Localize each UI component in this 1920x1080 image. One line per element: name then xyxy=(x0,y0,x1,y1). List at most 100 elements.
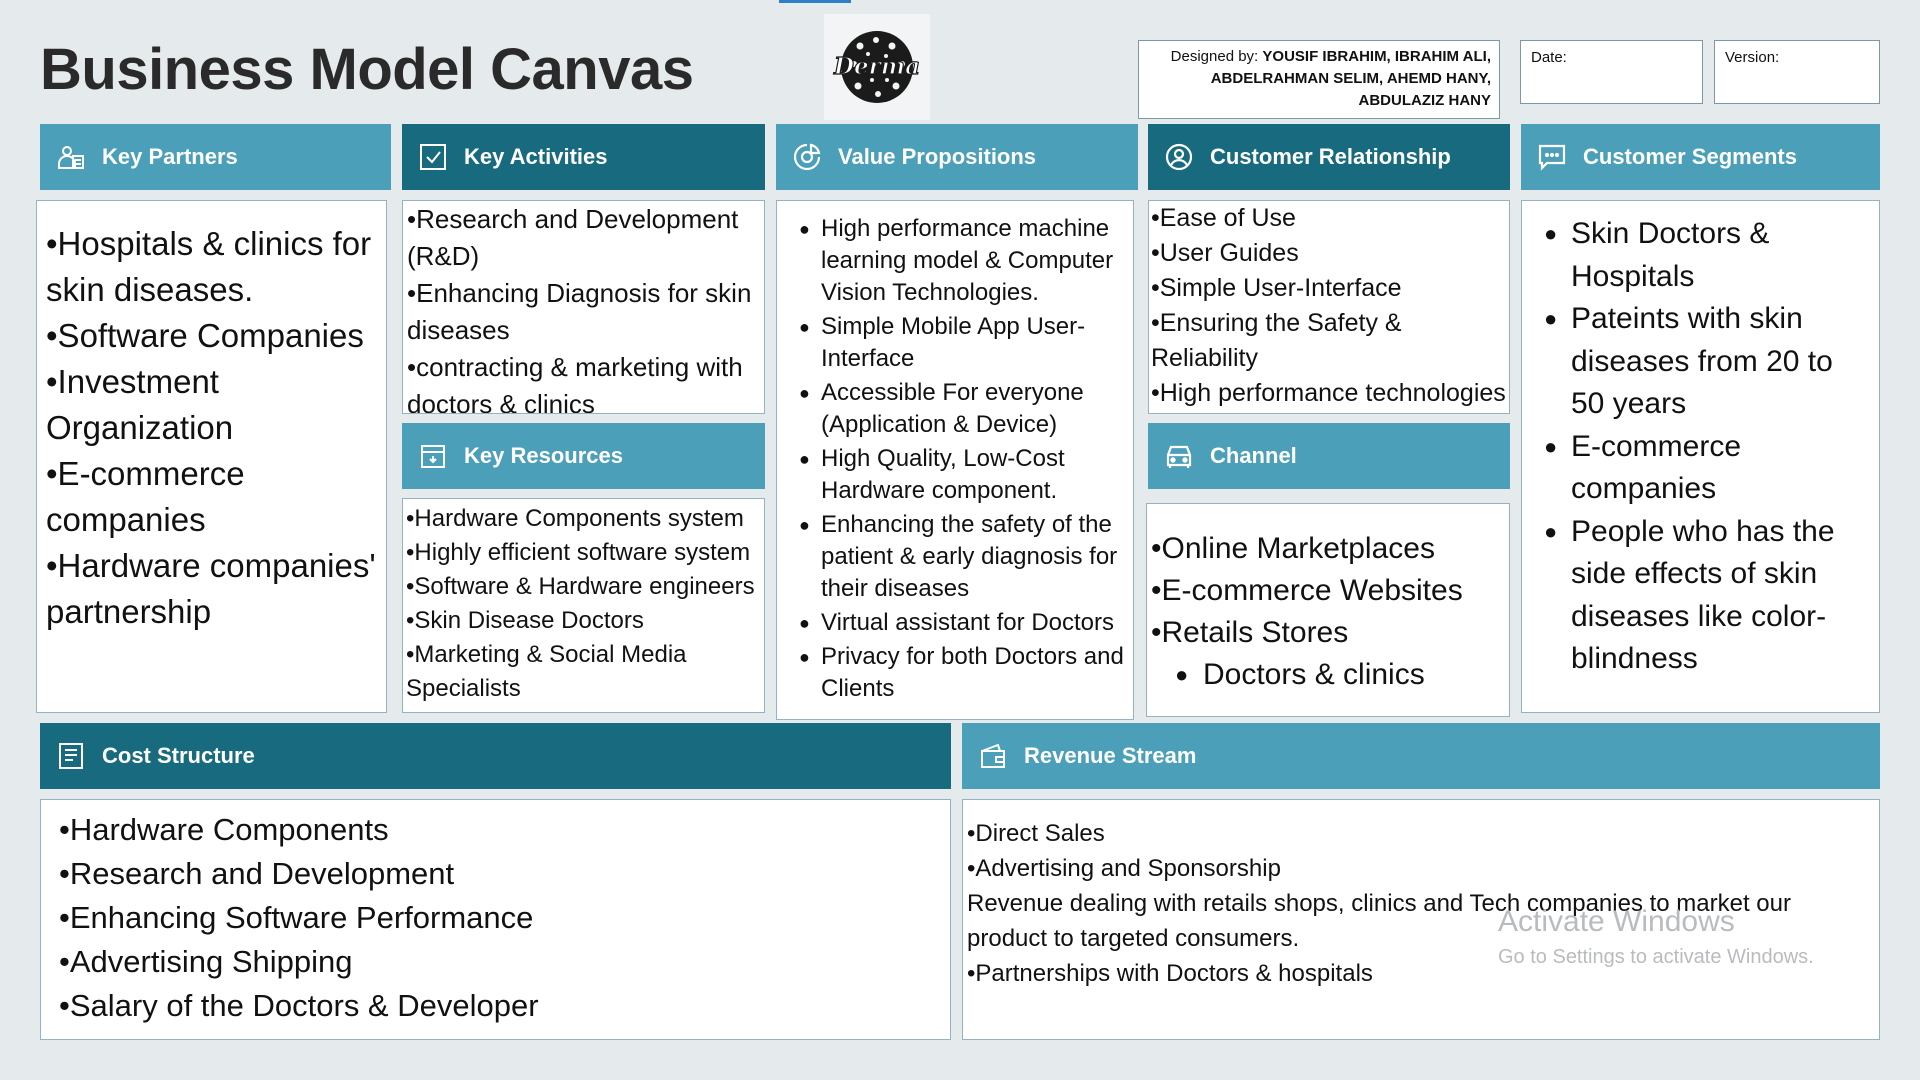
list-item: •Enhancing Diagnosis for skin xyxy=(407,278,752,308)
list-item: ● Pateints with skin diseases from 20 to … xyxy=(1544,302,1833,420)
list-item: •Advertising Shipping xyxy=(59,944,353,979)
list-item: •Online Marketplaces xyxy=(1151,532,1435,565)
list-item: companies xyxy=(46,501,206,538)
list-item: •Advertising and Sponsorship xyxy=(967,855,1281,882)
key-activities-box: •Research and Development (R&D) •Enhanci… xyxy=(402,200,765,414)
chat-icon xyxy=(1537,142,1567,172)
cost-structure-box: •Hardware Components •Research and Devel… xyxy=(40,799,951,1040)
list-item: •Research and Development xyxy=(407,204,739,234)
list-item: partnership xyxy=(46,593,212,630)
list-item: ● Enhancing the safety of the patient & e… xyxy=(799,511,1118,602)
cost-structure-header: Cost Structure xyxy=(40,723,951,789)
list-item: •Software Companies xyxy=(46,317,364,354)
list-item: •Marketing & Social Media xyxy=(406,641,687,668)
logo-text: Derma xyxy=(833,53,920,80)
list-item: ● Skin Doctors & Hospitals xyxy=(1544,217,1770,293)
key-resources-box: •Hardware Components system •Highly effi… xyxy=(402,498,765,713)
page-title: Business Model Canvas xyxy=(40,37,694,102)
key-activities-title: Key Activities xyxy=(464,144,608,169)
list-item: ● High performance machine learning model… xyxy=(799,215,1114,306)
customer-segments-header: Customer Segments xyxy=(1521,124,1880,190)
list-item: •Research and Development xyxy=(59,856,455,891)
value-propositions-title: Value Propositions xyxy=(838,144,1037,169)
list-item: •Retails Stores xyxy=(1151,616,1349,649)
channel-header: Channel xyxy=(1148,423,1510,489)
version-label: Version: xyxy=(1725,49,1780,66)
list-item: •High performance technologies xyxy=(1151,379,1506,407)
list-item: •Hardware Components system xyxy=(406,505,744,532)
list-item: •Ease of Use xyxy=(1151,204,1296,232)
top-accent-bar xyxy=(779,0,851,3)
key-activities-header: Key Activities xyxy=(402,124,765,190)
list-item: ● People who has the side effects of skin… xyxy=(1544,514,1835,676)
list-item: •Ensuring the Safety & xyxy=(1151,309,1402,337)
list-item: •Highly efficient software system xyxy=(406,539,751,566)
list-item: (R&D) xyxy=(407,241,480,271)
list-item: •Software & Hardware engineers xyxy=(406,573,755,600)
list-item: ● Privacy for both Doctors and Clients xyxy=(799,643,1124,702)
revenue-stream-box: •Direct Sales •Advertising and Sponsorsh… xyxy=(962,799,1880,1040)
date-label: Date: xyxy=(1531,49,1567,66)
list-item: Revenue dealing with retails shops, clin… xyxy=(967,890,1791,917)
list-item: •E-commerce Websites xyxy=(1151,574,1463,607)
designer-names-line-2: ABDELRAHMAN SELIM, AHEMD HANY, xyxy=(1210,70,1491,87)
designed-by-box: Designed by: YOUSIF IBRAHIM, IBRAHIM ALI… xyxy=(1138,40,1500,119)
derma-logo: Derma xyxy=(824,14,930,120)
key-resources-header: Key Resources xyxy=(402,423,765,489)
list-item: ● Virtual assistant for Doctors xyxy=(799,609,1115,636)
list-item: •Direct Sales xyxy=(967,820,1105,847)
date-field[interactable]: Date: xyxy=(1520,40,1703,104)
revenue-stream-title: Revenue Stream xyxy=(1024,743,1197,768)
list-item: Specialists xyxy=(406,675,521,702)
wallet-icon xyxy=(978,741,1008,771)
list-item: skin diseases. xyxy=(46,271,254,308)
channel-box: •Online Marketplaces •E-commerce Website… xyxy=(1146,503,1510,717)
list-item: ● E-commerce companies xyxy=(1544,429,1742,506)
customer-segments-title: Customer Segments xyxy=(1583,144,1797,169)
car-icon xyxy=(1164,441,1194,471)
document-icon xyxy=(56,741,86,771)
list-item: •contracting & marketing with xyxy=(407,352,743,382)
list-item: Reliability xyxy=(1151,344,1258,372)
list-item: •Hardware Components xyxy=(59,812,389,847)
key-partners-title: Key Partners xyxy=(102,144,238,169)
list-item: •Hospitals & clinics for xyxy=(46,225,372,262)
version-field[interactable]: Version: xyxy=(1714,40,1880,104)
designer-names-line-3: ABDULAZIZ HANY xyxy=(1358,92,1492,109)
designer-names-line-1: YOUSIF IBRAHIM, IBRAHIM ALI, xyxy=(1262,48,1491,65)
list-item: Organization xyxy=(46,409,234,446)
list-item: •Hardware companies' xyxy=(46,547,376,584)
list-item: product to targeted consumers. xyxy=(967,925,1300,952)
designed-by-label: Designed by: xyxy=(1170,48,1259,65)
revenue-stream-header: Revenue Stream xyxy=(962,723,1880,789)
resources-icon xyxy=(418,441,448,471)
user-circle-icon xyxy=(1164,142,1194,172)
list-item: •User Guides xyxy=(1151,239,1299,267)
cost-structure-title: Cost Structure xyxy=(102,743,255,768)
list-item: •Skin Disease Doctors xyxy=(406,607,644,634)
pie-chart-icon xyxy=(792,142,822,172)
list-item: •Partnerships with Doctors & hospitals xyxy=(967,960,1373,987)
list-item: ● Accessible For everyone (Application & … xyxy=(799,379,1084,438)
channel-title: Channel xyxy=(1210,443,1297,468)
list-item: ● High Quality, Low-Cost Hardware compone… xyxy=(799,445,1065,504)
customer-relationship-box: •Ease of Use •User Guides •Simple User-I… xyxy=(1148,200,1510,414)
list-item: •Enhancing Software Performance xyxy=(59,900,534,935)
customer-relationship-header: Customer Relationship xyxy=(1148,124,1510,190)
customer-segments-box: ● Skin Doctors & Hospitals ● Pateints with… xyxy=(1521,200,1880,713)
list-subitem: ● Doctors & clinics xyxy=(1175,658,1425,691)
list-item: •Investment xyxy=(46,363,219,400)
value-propositions-box: ● High performance machine learning model… xyxy=(776,200,1134,720)
value-propositions-header: Value Propositions xyxy=(776,124,1138,190)
list-item: diseases xyxy=(407,315,510,345)
customer-relationship-title: Customer Relationship xyxy=(1210,144,1451,169)
list-item: •Salary of the Doctors & Developer xyxy=(59,988,539,1023)
key-partners-header: Key Partners xyxy=(40,124,391,190)
partners-icon xyxy=(56,142,86,172)
list-item: •E-commerce xyxy=(46,455,245,492)
list-item: doctors & clinics xyxy=(407,389,595,414)
key-resources-title: Key Resources xyxy=(464,443,623,468)
list-item: ● Simple Mobile App User-Interface xyxy=(799,313,1086,372)
key-partners-box: •Hospitals & clinics for skin diseases. … xyxy=(36,200,387,713)
list-item: •Simple User-Interface xyxy=(1151,274,1402,302)
